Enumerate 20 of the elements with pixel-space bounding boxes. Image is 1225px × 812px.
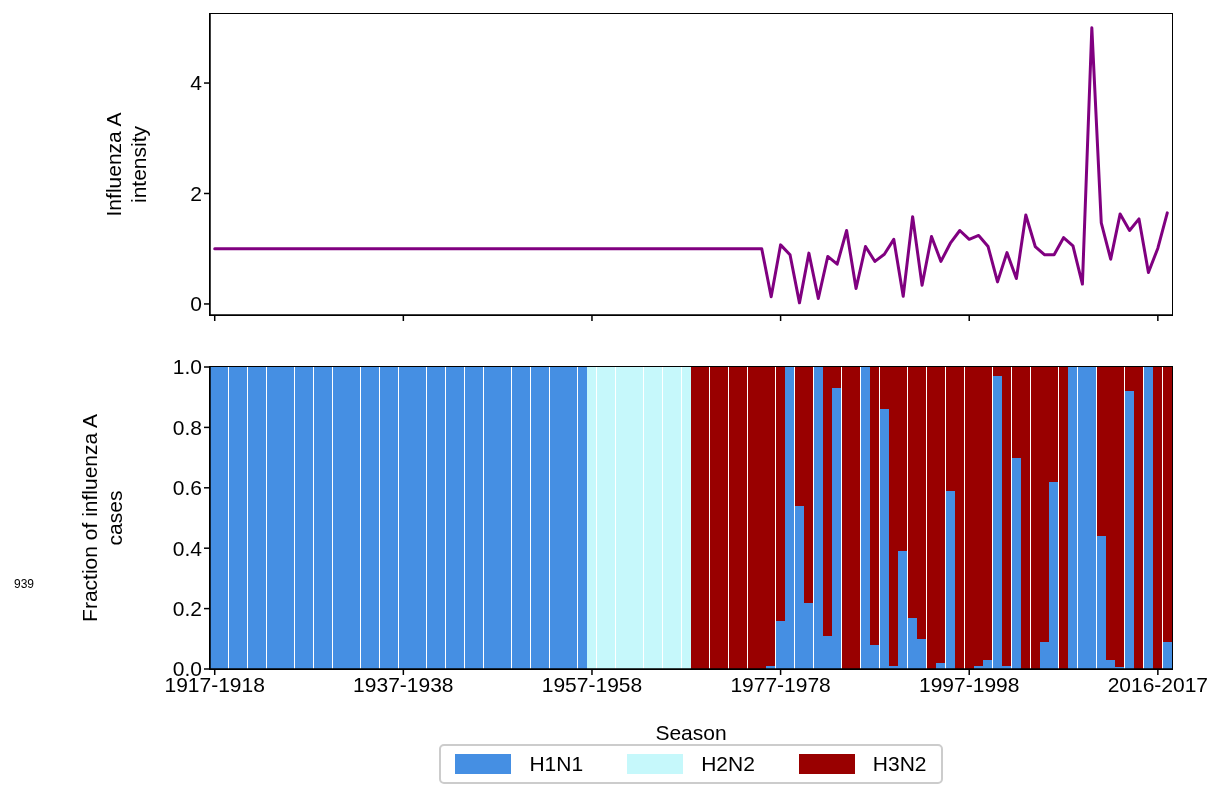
x-tick-label: 1957-1958 [541,672,643,696]
legend-label: H1N1 [529,752,584,776]
y-axis-title: Fraction of influenza A cases [78,414,126,622]
legend-label: H2N2 [701,752,755,776]
x-tick-label: 1977-1978 [730,672,831,696]
x-tick-label: 2016-2017 [1107,672,1209,696]
y-tick-label: 0.4 [172,536,203,560]
y-tick-label: 0.6 [172,476,202,500]
y-axis-title: Influenza A intensity [102,112,150,217]
x-axis-title: Season [655,721,727,744]
legend-label: H3N2 [872,752,927,776]
x-tick-label: 1997-1998 [919,672,1020,696]
y-tick-label: 4 [190,71,203,95]
y-tick-label: 2 [190,181,202,205]
y-tick-label: 1.0 [172,355,202,379]
y-tick-label: 0.2 [172,597,202,621]
y-tick-label: 0.8 [172,415,202,439]
x-tick-label: 1937-1938 [353,672,454,696]
y-tick-label: 0 [190,292,202,316]
text: 939 [14,577,35,591]
